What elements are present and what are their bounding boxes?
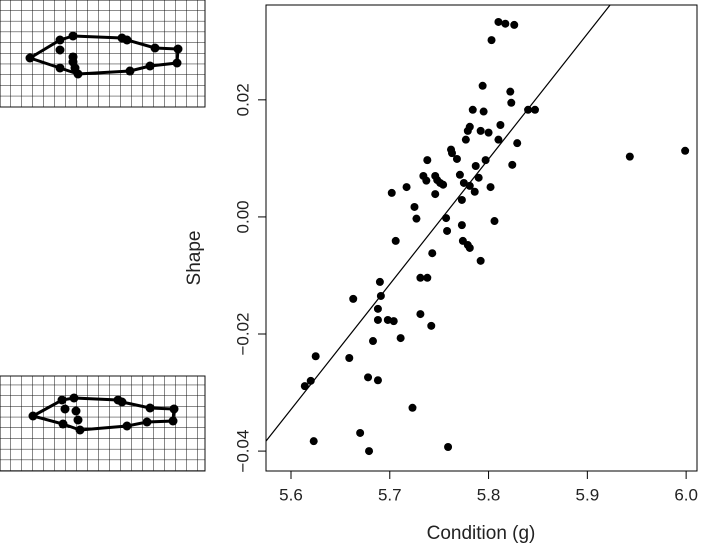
y-axis-title: Shape (184, 231, 205, 286)
point (309, 437, 318, 446)
point (474, 173, 483, 182)
point (481, 156, 490, 165)
point (524, 105, 533, 114)
deformation-grid-top (0, 0, 206, 108)
point (444, 442, 453, 451)
point (459, 178, 468, 187)
point (408, 403, 417, 412)
point (373, 315, 382, 324)
point (490, 217, 499, 226)
point (465, 243, 474, 252)
point (486, 183, 495, 192)
x-axis-title: Condition (g) (427, 523, 536, 544)
point (494, 17, 503, 26)
point (506, 87, 515, 96)
point (389, 317, 398, 326)
point (476, 256, 485, 265)
point (625, 152, 634, 161)
point (452, 154, 461, 163)
point (510, 20, 519, 29)
point (396, 334, 405, 343)
point (423, 273, 432, 282)
point (412, 214, 421, 223)
y-tick-label: −0.02 (233, 313, 252, 356)
point (463, 126, 472, 135)
regression-line (266, 5, 611, 442)
point (349, 294, 358, 303)
plot-frame (265, 4, 698, 472)
point (457, 195, 466, 204)
point (681, 146, 690, 155)
x-tick-label: 5.8 (477, 485, 501, 504)
point (530, 105, 539, 114)
point (368, 337, 377, 346)
point (423, 156, 432, 165)
x-tick-label: 5.6 (279, 485, 303, 504)
point (402, 183, 411, 192)
point (300, 382, 309, 391)
point (416, 273, 425, 282)
point (373, 376, 382, 385)
x-tick-label: 5.7 (378, 485, 402, 504)
y-tick-label: −0.04 (233, 430, 252, 473)
y-tick-label: 0.00 (233, 200, 252, 233)
point (484, 128, 493, 137)
point (455, 170, 464, 179)
point (496, 121, 505, 130)
point (356, 428, 365, 437)
point (391, 236, 400, 245)
point (470, 187, 479, 196)
point (306, 376, 315, 385)
point (487, 36, 496, 45)
point (442, 214, 451, 223)
point (465, 181, 474, 190)
point (478, 81, 487, 90)
y-tick-label: 0.02 (233, 83, 252, 116)
point (501, 19, 510, 28)
point (443, 226, 452, 235)
point (387, 188, 396, 197)
point (507, 98, 516, 107)
point (461, 135, 470, 144)
point (427, 321, 436, 330)
x-tick-label: 6.0 (674, 485, 698, 504)
point (494, 135, 503, 144)
point (476, 126, 485, 135)
point (431, 190, 440, 199)
point (311, 352, 320, 361)
point (373, 304, 382, 313)
point (468, 105, 477, 114)
point (508, 160, 517, 169)
point (448, 149, 457, 158)
deformation-grid-bottom (0, 375, 206, 472)
point (383, 315, 392, 324)
point (345, 354, 354, 363)
point (439, 180, 448, 189)
point (416, 310, 425, 319)
point (471, 161, 480, 170)
x-tick-label: 5.9 (576, 485, 600, 504)
point (422, 176, 431, 185)
point (365, 447, 374, 456)
point (375, 277, 384, 286)
point (457, 221, 466, 230)
point (376, 291, 385, 300)
point (479, 107, 488, 116)
point (428, 249, 437, 258)
point (513, 139, 522, 148)
point (364, 373, 373, 382)
point (410, 202, 419, 211)
